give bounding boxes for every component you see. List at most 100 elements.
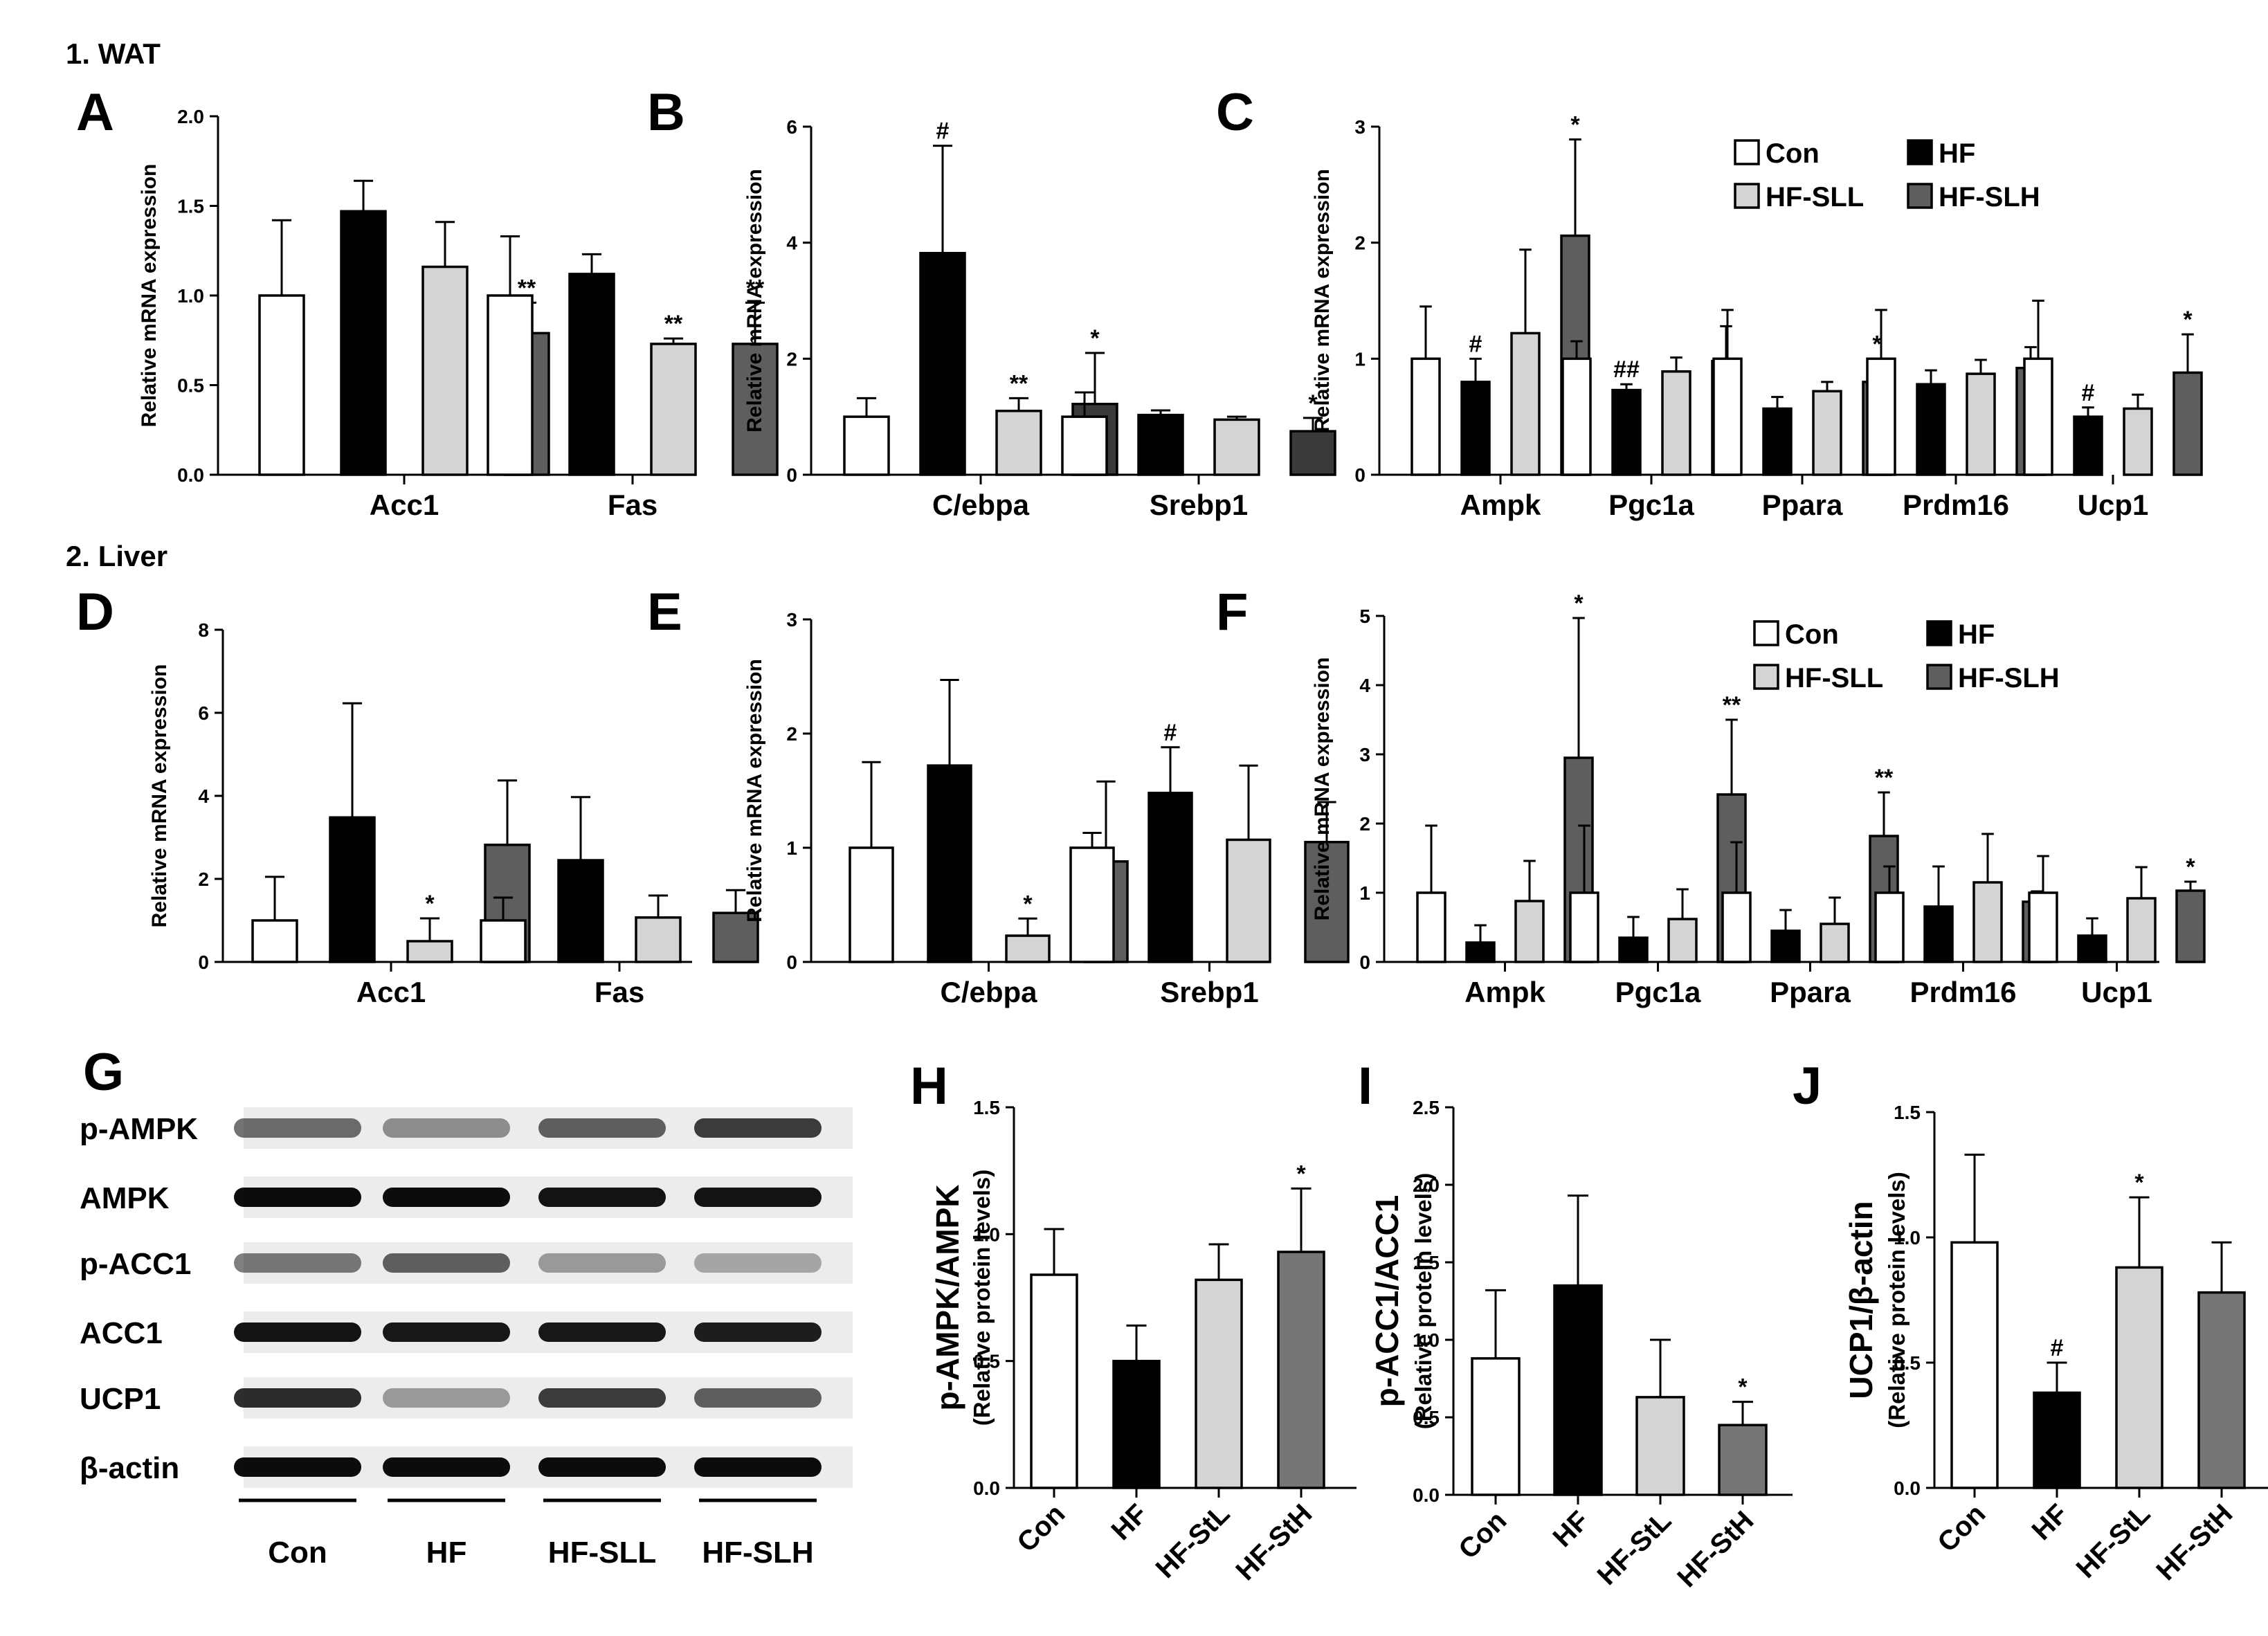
blot-band bbox=[234, 1388, 361, 1408]
bar-acc1-hf-sll bbox=[406, 940, 453, 963]
chart-panel-c: C 0 1 2 3 Relative mRNA expression # * Ampk ## Pgc… bbox=[1216, 83, 2203, 521]
y-tick-label: 0.0 bbox=[177, 464, 204, 486]
blot-row-label-ampk: AMPK bbox=[80, 1181, 170, 1215]
blot-band bbox=[694, 1118, 822, 1138]
bar-prdm16-con bbox=[1874, 891, 1905, 963]
y-tick-label: 0 bbox=[1354, 464, 1366, 486]
x-category-label: Acc1 bbox=[356, 976, 426, 1008]
bar-prdm16-hf bbox=[1923, 905, 1954, 963]
bar-pgc1a-con bbox=[1561, 357, 1592, 476]
x-category-label: HF bbox=[2026, 1498, 2074, 1546]
x-category-label: Prdm16 bbox=[1903, 489, 2009, 521]
significance-mark: * bbox=[1308, 390, 1318, 417]
bar-fas-hf-sll bbox=[650, 343, 697, 476]
x-category-label: Srebp1 bbox=[1160, 976, 1258, 1008]
blot-band bbox=[383, 1388, 510, 1408]
significance-mark: ## bbox=[1613, 356, 1640, 383]
legend-label-con: Con bbox=[1785, 619, 1839, 650]
x-category-label: HF-StL bbox=[1150, 1498, 1236, 1584]
bar-c-ebpa-hf bbox=[927, 764, 972, 963]
significance-mark: ** bbox=[1723, 692, 1741, 718]
blot-band bbox=[694, 1253, 822, 1273]
bar-c-ebpa-hf-sll bbox=[995, 410, 1042, 476]
x-category-label: Ampk bbox=[1464, 976, 1545, 1008]
bar-ampk-con bbox=[1410, 357, 1441, 476]
y-tick-label: 2.0 bbox=[177, 106, 204, 127]
significance-mark: * bbox=[2134, 1170, 2144, 1196]
blot-band bbox=[234, 1253, 361, 1273]
significance-mark: ** bbox=[746, 275, 765, 301]
panel-label: F bbox=[1216, 583, 1248, 642]
significance-mark: ** bbox=[1875, 765, 1894, 791]
bar-srebp1-hf bbox=[1147, 792, 1193, 963]
y-tick-label: 1 bbox=[786, 837, 797, 859]
x-category-label: Ampk bbox=[1460, 489, 1541, 521]
bar-srebp1-hf-sll bbox=[1213, 418, 1260, 476]
bar-ucp1-hf-sll bbox=[2123, 407, 2153, 476]
blot-lane-label-hf: HF bbox=[426, 1536, 467, 1570]
blot-row-label-acc1: ACC1 bbox=[80, 1316, 163, 1350]
bar-ppara-con bbox=[1712, 357, 1743, 476]
significance-mark: * bbox=[1296, 1161, 1306, 1187]
bar-acc1-hf-sll bbox=[421, 265, 469, 476]
bar-ucp1-hf-slh bbox=[2175, 889, 2206, 963]
bar-ucp1-hf-sll bbox=[2126, 897, 2157, 963]
y-tick-label: 0.0 bbox=[1894, 1478, 1921, 1499]
y-axis-subtitle: (Relative protein levels) bbox=[969, 1170, 995, 1426]
bar-pgc1a-hf-sll bbox=[1661, 370, 1691, 476]
bar-ppara-hf bbox=[1762, 407, 1793, 476]
bar-fas-con bbox=[487, 294, 534, 476]
y-tick-label: 2 bbox=[786, 723, 797, 745]
y-tick-label: 0.5 bbox=[177, 375, 204, 397]
bar-ucp1-con bbox=[2028, 891, 2058, 963]
section-title-liver: 2. Liver bbox=[66, 540, 167, 572]
blot-lane-label-con: Con bbox=[268, 1536, 327, 1570]
bar-c-ebpa-hf-sll bbox=[1005, 934, 1051, 963]
blot-band bbox=[538, 1188, 666, 1207]
bar-ampk-hf-sll bbox=[1514, 900, 1545, 963]
legend-swatch-hf-slh bbox=[1926, 664, 1952, 690]
y-tick-label: 0 bbox=[1359, 952, 1370, 973]
panel-label: A bbox=[76, 83, 114, 142]
y-tick-label: 0 bbox=[786, 952, 797, 973]
y-tick-label: 2 bbox=[198, 869, 209, 890]
y-axis-title: Relative mRNA expression bbox=[743, 169, 766, 433]
y-axis-subtitle: (Relative protein levels) bbox=[1884, 1172, 1909, 1428]
y-axis-title: UCP1/β-actin bbox=[1843, 1201, 1879, 1399]
y-tick-label: 4 bbox=[1359, 675, 1370, 696]
bar-pgc1a-hf bbox=[1618, 936, 1649, 963]
y-tick-label: 1.0 bbox=[1894, 1227, 1921, 1248]
bar-ucp1-hf bbox=[2077, 934, 2107, 963]
chart-panels: A 0.0 0.5 1.0 1.5 2.0 Relative mRNA expression… bbox=[76, 83, 2268, 1593]
blot-band bbox=[383, 1118, 510, 1138]
bar-fas-hf-sll bbox=[635, 916, 682, 963]
y-tick-label: 0.0 bbox=[1413, 1484, 1440, 1506]
y-axis-title: p-AMPK/AMPK bbox=[929, 1184, 965, 1410]
significance-mark: * bbox=[2183, 307, 2193, 333]
y-tick-label: 0.0 bbox=[973, 1478, 1000, 1499]
chart-panel-f: F 0 1 2 3 4 5 Relative mRNA expression * Ampk ** Pg… bbox=[1216, 583, 2206, 1008]
bar-prdm16-hf bbox=[1916, 383, 1946, 476]
significance-mark: # bbox=[1469, 331, 1482, 357]
bar-c-ebpa-con bbox=[843, 415, 890, 476]
bar-ppara-hf-sll bbox=[1812, 390, 1842, 476]
blot-band bbox=[234, 1323, 361, 1342]
y-tick-label: 1.0 bbox=[177, 285, 204, 307]
y-tick-label: 4 bbox=[198, 785, 209, 807]
y-tick-label: 0.5 bbox=[1413, 1407, 1440, 1428]
blot-band bbox=[538, 1457, 666, 1477]
bar-hf-sth bbox=[1718, 1424, 1768, 1496]
blot-row-label-p-ampk: p-AMPK bbox=[80, 1112, 198, 1146]
panel-label: H bbox=[910, 1057, 948, 1116]
y-tick-label: 3 bbox=[1359, 744, 1370, 765]
bar-pgc1a-hf bbox=[1611, 388, 1642, 476]
blot-row-label-actin: β-actin bbox=[80, 1451, 179, 1485]
x-category-label: Fas bbox=[608, 489, 657, 521]
bar-srebp1-hf-slh bbox=[1289, 430, 1336, 476]
bar-hf bbox=[1112, 1359, 1161, 1489]
legend-label-hf-slh: HF-SLH bbox=[1958, 663, 2060, 693]
x-category-label: C/ebpa bbox=[932, 489, 1030, 521]
legends: Con HF HF-SLL HF-SLH Con HF HF-SLL HF-SLH bbox=[1734, 138, 2060, 693]
